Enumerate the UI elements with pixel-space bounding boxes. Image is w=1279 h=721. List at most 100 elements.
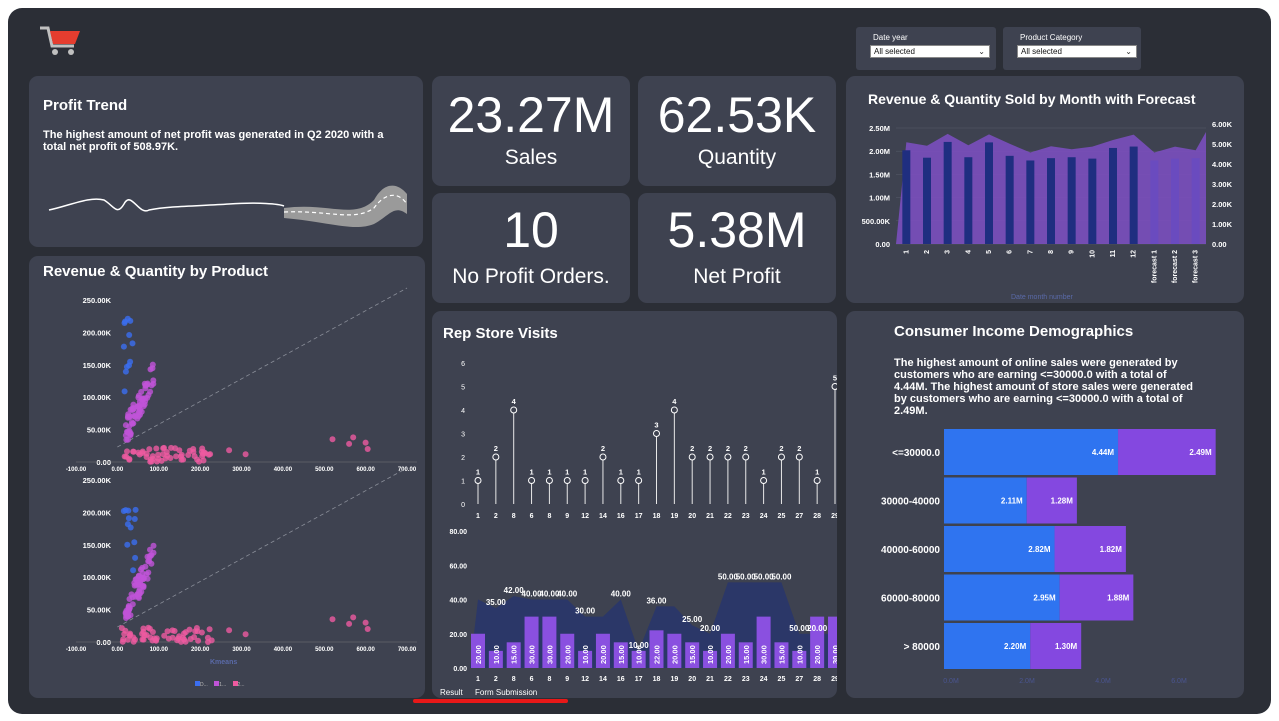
- x-tick-label: 23: [742, 513, 750, 520]
- rep-store-visits-card[interactable]: Rep Store Visits 6 5 4 3 2 1 0 1 1 2 2 4 8 1 6 1 8 1 9 1 12 2…: [432, 311, 837, 698]
- scatter-point: [143, 571, 150, 578]
- filter-label: Date year: [873, 33, 908, 42]
- x-tick-label: forecast 1: [1151, 250, 1158, 283]
- x-tick-label: -100.00: [66, 467, 87, 473]
- filter-dropdown[interactable]: All selected ⌄: [1017, 45, 1137, 58]
- scatter-point: [137, 566, 144, 573]
- data-label: 1: [619, 468, 623, 477]
- revenue-bar: [943, 141, 952, 244]
- forecast-card[interactable]: Revenue & Quantity Sold by Month with Fo…: [846, 76, 1244, 303]
- filter-date-year[interactable]: Date year All selected ⌄: [856, 27, 996, 70]
- x-tick-label: 27: [795, 676, 803, 683]
- y-tick-label: 100.00K: [83, 393, 112, 402]
- x-tick-label: 24: [760, 676, 768, 683]
- lollipop-point: [760, 477, 768, 484]
- kpi-label: Quantity: [697, 146, 777, 169]
- visits-bar: [810, 616, 825, 668]
- visits-bar: [578, 650, 593, 668]
- profit-trend-card[interactable]: Profit Trend The highest amount of net p…: [29, 76, 423, 247]
- scatter-point: [127, 358, 134, 365]
- tab-form-submission[interactable]: Form Submission: [475, 688, 538, 697]
- y-tick-label: 2.00M: [869, 147, 890, 156]
- bar-label: 30.00: [760, 645, 769, 664]
- income-demographics-card[interactable]: Consumer Income Demographics The highest…: [846, 311, 1244, 698]
- scatter-point: [149, 637, 156, 644]
- x-tick-label: 400.00: [274, 467, 293, 473]
- data-label: 2: [494, 444, 498, 453]
- online-label: 2.20M: [1004, 642, 1027, 651]
- visits-bar: [471, 633, 485, 668]
- filter-dropdown[interactable]: All selected ⌄: [870, 45, 990, 58]
- scatter-point: [138, 388, 145, 395]
- legend-swatch: [195, 681, 200, 686]
- tab-result[interactable]: Result: [440, 688, 463, 697]
- y-tick-label: 5: [461, 385, 465, 392]
- scatter-point: [124, 448, 130, 455]
- revenue-bar: [1129, 146, 1138, 244]
- scatter-point: [167, 455, 174, 461]
- kpi-no-profit-orders[interactable]: 10 No Profit Orders.: [432, 193, 630, 303]
- revenue-quantity-product-card[interactable]: Revenue & Quantity by Product 250.00K 200…: [29, 256, 425, 698]
- store-label: 1.82M: [1100, 545, 1123, 554]
- kpi-net-profit[interactable]: 5.38M Net Profit: [638, 193, 836, 303]
- bar-label: 22.00: [653, 645, 662, 664]
- scatter-point: [364, 626, 371, 632]
- x-tick-label: 4: [965, 250, 972, 254]
- scatter-point: [132, 636, 138, 643]
- lollipop-point: [510, 406, 518, 414]
- area-label: 35.00: [486, 598, 507, 607]
- scatter-point: [148, 552, 155, 559]
- x-tick-label: 11: [1110, 250, 1117, 258]
- x-tick-label: 100.00: [150, 647, 169, 653]
- scatter-point: [181, 630, 187, 637]
- lollipop-point: [617, 477, 625, 484]
- scatter-point: [364, 446, 371, 452]
- area-label: 20.00: [700, 624, 721, 633]
- x-tick-label: 8: [512, 513, 516, 520]
- lollipop-point: [581, 477, 589, 484]
- x-tick-label: 12: [581, 513, 589, 520]
- kpi-quantity[interactable]: 62.53K Quantity: [638, 76, 836, 186]
- x-tick-label: 7: [1027, 250, 1034, 254]
- scatter-point: [130, 401, 137, 408]
- scatter-point: [127, 630, 134, 637]
- income-chart: 4.44M 2.49M <=30000.0 2.11M 1.28M 30000-40000…: [881, 429, 1216, 685]
- data-label: 1: [565, 468, 569, 477]
- data-label: 2: [797, 444, 801, 453]
- scatter-point: [128, 591, 135, 598]
- trend-line: [117, 467, 408, 628]
- lollipop-point: [831, 383, 837, 390]
- scatter-point: [162, 455, 169, 462]
- filter-product-category[interactable]: Product Category All selected ⌄: [1003, 27, 1141, 70]
- lollipop-point: [545, 477, 553, 484]
- scatter-point: [242, 451, 249, 458]
- x-tick-label: 19: [670, 676, 678, 683]
- x-tick-label: 28: [813, 676, 821, 683]
- x-tick-label: 14: [599, 513, 607, 520]
- kpi-sales[interactable]: 23.27M Sales: [432, 76, 630, 186]
- scatter-legend: D... 1... 2...: [195, 681, 244, 688]
- revenue-bar: [1088, 158, 1097, 244]
- scatter-point: [127, 432, 134, 439]
- revenue-bar: [1191, 158, 1200, 244]
- online-label: 2.95M: [1033, 594, 1056, 603]
- rep-visits-chart: 6543210112248161819112214116117318419220…: [449, 361, 837, 683]
- visits-bar: [756, 616, 771, 668]
- x-tick-label: 2: [494, 676, 498, 683]
- x-tick-label: 18: [653, 513, 661, 520]
- x-tick-label: 0.00: [112, 467, 124, 473]
- data-label: 4: [672, 397, 677, 406]
- category-label: 60000-80000: [881, 594, 940, 605]
- scatter-point: [130, 567, 137, 574]
- y-right-tick-label: 3.00K: [1212, 180, 1233, 189]
- bar-label: 20.00: [813, 645, 822, 664]
- y-right-tick-label: 1.00K: [1212, 220, 1233, 229]
- scatter-point: [132, 554, 139, 561]
- x-tick-label: 1: [903, 250, 910, 254]
- revenue-bar: [1005, 155, 1014, 244]
- profit-trend-sparkline: [48, 185, 408, 228]
- scatter-point: [120, 343, 127, 350]
- lollipop-point: [777, 453, 785, 461]
- y-tick-label: 20.00: [449, 632, 467, 639]
- scatter-point: [122, 422, 129, 429]
